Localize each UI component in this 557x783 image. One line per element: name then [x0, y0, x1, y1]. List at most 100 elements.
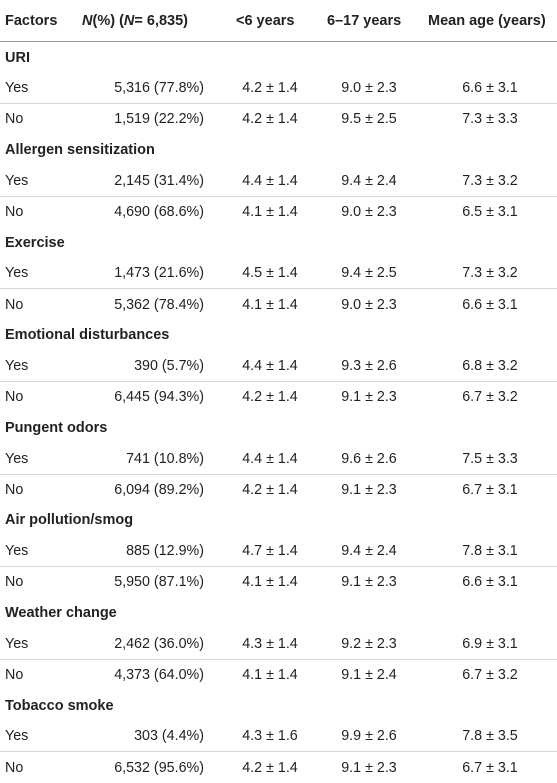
cell-6-17: 9.4 ± 2.4 [341, 543, 397, 560]
cell-n-percent: 6,094 (89.2%) [114, 481, 204, 498]
cell-n-percent: 390 (5.7%) [134, 357, 204, 374]
header-n-pct-text: (%) ( [92, 12, 124, 29]
group-header-row: Tobacco smoke [0, 690, 557, 721]
cell-6-17: 9.4 ± 2.5 [341, 265, 397, 282]
header-n-total: = 6,835) [134, 12, 189, 29]
table-row: No 6,532 (95.6%) 4.2 ± 1.4 9.1 ± 2.3 6.7 ± 3… [0, 752, 557, 782]
group-name: Weather change [5, 605, 117, 622]
cell-n-percent: 4,373 (64.0%) [114, 667, 204, 683]
table-row: Yes 1,473 (21.6%) 4.5 ± 1.4 9.4 ± 2.5 7.3 ± … [0, 258, 557, 290]
cell-mean-age: 7.8 ± 3.1 [462, 543, 518, 560]
cell-under-6: 4.2 ± 1.4 [242, 80, 298, 97]
table-row: No 1,519 (22.2%) 4.2 ± 1.4 9.5 ± 2.5 7.3 ± 3… [0, 104, 557, 134]
header-under-6-years: <6 years [236, 12, 295, 29]
cell-mean-age: 6.7 ± 3.2 [462, 389, 518, 406]
row-label: No [5, 759, 24, 776]
group-name: URI [5, 49, 30, 66]
cell-6-17: 9.0 ± 2.3 [341, 204, 397, 221]
cell-under-6: 4.3 ± 1.4 [242, 635, 298, 652]
cell-mean-age: 7.3 ± 3.2 [462, 172, 518, 189]
cell-n-percent: 6,445 (94.3%) [114, 389, 204, 406]
table-row: No 4,690 (68.6%) 4.1 ± 1.4 9.0 ± 2.3 6.5 ± 3… [0, 197, 557, 227]
cell-n-percent: 5,950 (87.1%) [114, 574, 204, 591]
cell-under-6: 4.3 ± 1.6 [242, 728, 298, 745]
table-row: Yes 5,316 (77.8%) 4.2 ± 1.4 9.0 ± 2.3 6.6 ± … [0, 73, 557, 105]
cell-6-17: 9.0 ± 2.3 [341, 80, 397, 97]
cell-n-percent: 741 (10.8%) [126, 450, 204, 467]
cell-6-17: 9.9 ± 2.6 [341, 728, 397, 745]
cell-under-6: 4.2 ± 1.4 [242, 389, 298, 406]
cell-under-6: 4.4 ± 1.4 [242, 172, 298, 189]
cell-6-17: 9.6 ± 2.6 [341, 450, 397, 467]
row-label: Yes [5, 172, 29, 189]
cell-6-17: 9.5 ± 2.5 [341, 111, 397, 128]
cell-6-17: 9.2 ± 2.3 [341, 635, 397, 652]
group-header-row: Allergen sensitization [0, 135, 557, 166]
cell-under-6: 4.2 ± 1.4 [242, 481, 298, 498]
row-label: Yes [5, 728, 29, 745]
cell-6-17: 9.1 ± 2.3 [341, 574, 397, 591]
cell-mean-age: 6.7 ± 3.1 [462, 759, 518, 776]
group-name: Air pollution/smog [5, 512, 134, 529]
group-header-row: Air pollution/smog [0, 505, 557, 536]
table-row: Yes 2,462 (36.0%) 4.3 ± 1.4 9.2 ± 2.3 6.9 ± … [0, 629, 557, 660]
cell-mean-age: 6.5 ± 3.1 [462, 204, 518, 221]
row-label: Yes [5, 450, 29, 467]
row-label: Yes [5, 543, 29, 560]
group-name: Tobacco smoke [5, 697, 114, 714]
cell-under-6: 4.1 ± 1.4 [242, 574, 298, 591]
cell-mean-age: 6.6 ± 3.1 [462, 574, 518, 591]
table-body: URI Yes 5,316 (77.8%) 4.2 ± 1.4 9.0 ± 2.3 6.6… [0, 42, 557, 783]
table-row: Yes 390 (5.7%) 4.4 ± 1.4 9.3 ± 2.6 6.8 ± 3.2 [0, 351, 557, 383]
cell-under-6: 4.5 ± 1.4 [242, 265, 298, 282]
cell-6-17: 9.1 ± 2.3 [341, 759, 397, 776]
table-row: Yes 303 (4.4%) 4.3 ± 1.6 9.9 ± 2.6 7.8 ± 3.5 [0, 721, 557, 753]
table-row: Yes 2,145 (31.4%) 4.4 ± 1.4 9.4 ± 2.4 7.3 ± … [0, 166, 557, 197]
cell-mean-age: 6.9 ± 3.1 [462, 635, 518, 652]
group-header-row: Pungent odors [0, 412, 557, 443]
row-label: No [5, 667, 24, 683]
cell-n-percent: 885 (12.9%) [126, 543, 204, 560]
cell-6-17: 9.4 ± 2.4 [341, 172, 397, 189]
row-label: Yes [5, 80, 29, 97]
row-label: No [5, 204, 24, 221]
cell-n-percent: 4,690 (68.6%) [114, 204, 204, 221]
row-label: Yes [5, 635, 29, 652]
group-name: Allergen sensitization [5, 142, 155, 159]
cell-mean-age: 6.8 ± 3.2 [462, 357, 518, 374]
table-row: No 5,950 (87.1%) 4.1 ± 1.4 9.1 ± 2.3 6.6 ± 3… [0, 567, 557, 597]
cell-mean-age: 6.7 ± 3.2 [462, 667, 518, 683]
group-name: Emotional disturbances [5, 327, 170, 344]
cell-mean-age: 7.8 ± 3.5 [462, 728, 518, 745]
cell-under-6: 4.4 ± 1.4 [242, 357, 298, 374]
cell-under-6: 4.1 ± 1.4 [242, 204, 298, 221]
header-n-symbol-2: N [123, 12, 135, 29]
cell-6-17: 9.1 ± 2.3 [341, 389, 397, 406]
cell-n-percent: 5,316 (77.8%) [114, 80, 204, 97]
table-header-row: Factors N (%) (N = 6,835) <6 years 6–17 … [0, 0, 557, 42]
row-label: Yes [5, 265, 29, 282]
cell-mean-age: 7.3 ± 3.2 [462, 265, 518, 282]
row-label: No [5, 389, 24, 406]
group-header-row: Exercise [0, 227, 557, 258]
cell-mean-age: 7.5 ± 3.3 [462, 450, 518, 467]
cell-under-6: 4.2 ± 1.4 [242, 111, 298, 128]
table-row: Yes 741 (10.8%) 4.4 ± 1.4 9.6 ± 2.6 7.5 ± 3.… [0, 443, 557, 475]
cell-under-6: 4.1 ± 1.4 [242, 667, 298, 683]
header-n-symbol: N [82, 12, 93, 29]
cell-mean-age: 7.3 ± 3.3 [462, 111, 518, 128]
cell-mean-age: 6.6 ± 3.1 [462, 296, 518, 313]
header-n-percent: N (%) (N = 6,835) [82, 0, 188, 41]
header-factors: Factors [5, 12, 58, 29]
cell-under-6: 4.2 ± 1.4 [242, 759, 298, 776]
group-header-row: Emotional disturbances [0, 320, 557, 351]
header-mean-age: Mean age (years) [428, 12, 546, 29]
cell-n-percent: 5,362 (78.4%) [114, 296, 204, 313]
cell-6-17: 9.0 ± 2.3 [341, 296, 397, 313]
cell-n-percent: 2,145 (31.4%) [114, 172, 204, 189]
row-label: No [5, 296, 24, 313]
row-label: Yes [5, 357, 29, 374]
group-name: Exercise [5, 234, 65, 251]
table-row: No 4,373 (64.0%) 4.1 ± 1.4 9.1 ± 2.4 6.7 ± 3… [0, 660, 557, 690]
